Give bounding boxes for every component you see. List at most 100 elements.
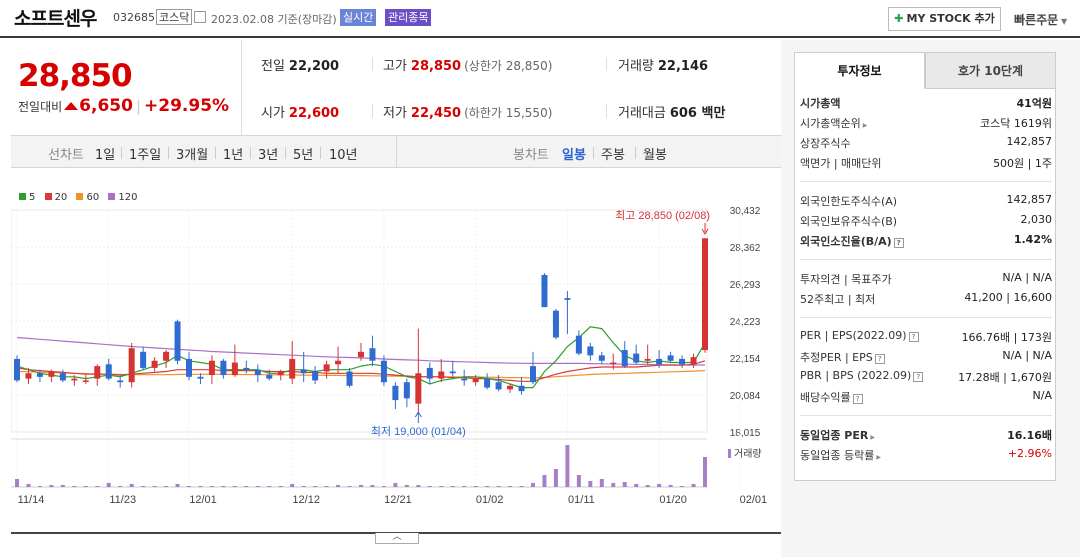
- help-icon[interactable]: ?: [893, 238, 904, 248]
- info-key: 시가총액: [800, 97, 841, 110]
- tab-investment-info[interactable]: 투자정보: [794, 52, 925, 89]
- divider: [606, 104, 607, 118]
- add-my-stock-label: MY STOCK 추가: [906, 12, 995, 25]
- info-row[interactable]: 동일업종 PER ▶ 16.16배: [800, 427, 1052, 447]
- volume-bar: [72, 486, 77, 487]
- volume-bar: [657, 484, 662, 487]
- stat-value: 606 백만: [669, 106, 726, 121]
- x-tick-label: 02/01: [740, 494, 768, 506]
- info-value: N/A | N/A: [1002, 349, 1052, 362]
- info-value: 17.28배 | 1,670원: [958, 371, 1052, 384]
- volume-bar: [599, 479, 604, 487]
- candle-up: [644, 358, 651, 361]
- add-my-stock-button[interactable]: ✚ MY STOCK 추가: [888, 7, 1001, 31]
- candle-up: [610, 362, 617, 365]
- stat-value: 22,600: [288, 106, 340, 121]
- divider: [250, 147, 251, 159]
- realtime-badge[interactable]: 실시간: [340, 9, 377, 26]
- help-icon[interactable]: ?: [874, 354, 885, 364]
- info-key-cell: 액면가 | 매매단위: [800, 155, 882, 171]
- y-tick-label: 24,223: [730, 317, 761, 328]
- volume-bar: [278, 486, 283, 487]
- stock-chart[interactable]: 5 20 60 120 30,432 28,362 26,293 24,223 22,1…: [11, 170, 781, 532]
- info-key-cell: 동일업종 PER ▶: [800, 427, 875, 443]
- stock-header: 소프트센우 032685 코스닥 2023.02.08 기준(장마감) 실시간 …: [0, 0, 1080, 38]
- period-1d[interactable]: 1일: [95, 148, 116, 163]
- price-change: 전일대비 6,650 | +29.95%: [18, 96, 229, 116]
- candle-down: [312, 371, 319, 381]
- volume-bar: [141, 486, 146, 487]
- collapse-chart-button[interactable]: ︿: [375, 533, 419, 544]
- stock-title[interactable]: 소프트센우: [14, 8, 97, 30]
- period-3y[interactable]: 3년: [258, 148, 279, 163]
- x-tick-label: 12/12: [292, 494, 320, 506]
- stock-code: 032685: [113, 11, 155, 24]
- info-value: 142,857: [1006, 135, 1053, 148]
- candle-monthly[interactable]: 월봉: [643, 148, 667, 163]
- stat-open: 시가 22,600: [261, 102, 339, 121]
- volume-bar: [106, 483, 111, 487]
- price-stats: 전일 22,200 고가 28,850 (상한가 28,850) 거래량 22,146 …: [241, 40, 781, 135]
- chart-period-bar: 선차트 1일 1주일 3개월 1년 3년 5년 10년 봉차트 일봉 주봉 월봉: [11, 135, 781, 168]
- info-row: 배당수익률? N/A: [800, 389, 1052, 409]
- candle-daily[interactable]: 일봉: [562, 148, 586, 163]
- info-key: 투자의견 | 목표주가: [800, 273, 892, 286]
- quick-order-button[interactable]: 빠른주문 ▼: [1014, 11, 1067, 28]
- volume-bar: [198, 486, 203, 487]
- candle-chart-label: 봉차트: [513, 148, 549, 163]
- caret-right-icon[interactable]: ▶: [870, 434, 875, 441]
- chart-canvas[interactable]: 30,432 28,362 26,293 24,223 22,154 20,084 18,0…: [11, 170, 781, 532]
- period-1y[interactable]: 1년: [223, 148, 244, 163]
- y-tick-label: 18,015: [730, 428, 761, 439]
- period-5y[interactable]: 5년: [293, 148, 314, 163]
- candle-up: [163, 351, 170, 361]
- info-key: 외국인한도주식수(A): [800, 195, 898, 208]
- period-10y[interactable]: 10년: [329, 148, 358, 163]
- tab-order-book[interactable]: 호가 10단계: [925, 52, 1056, 89]
- candle-down: [346, 371, 353, 386]
- volume-bar: [381, 486, 386, 487]
- caret-right-icon[interactable]: ▶: [876, 454, 881, 461]
- info-row[interactable]: 시가총액순위 ▶ 코스닥 1619위: [800, 115, 1052, 135]
- info-key: 동일업종 등락률: [800, 449, 875, 462]
- info-value: +2.96%: [1007, 447, 1052, 460]
- legend-swatch-ma5: [19, 193, 26, 200]
- candle-up: [82, 380, 89, 382]
- help-icon[interactable]: ?: [913, 372, 924, 382]
- volume-bar: [221, 486, 226, 487]
- info-key-cell: PER | EPS(2022.09)?: [800, 329, 919, 342]
- info-row: 외국인보유주식수(B) 2,030: [800, 213, 1052, 233]
- info-value: N/A | N/A: [1002, 271, 1052, 284]
- candle-up: [358, 351, 364, 358]
- period-1w[interactable]: 1주일: [129, 148, 162, 163]
- market-badge: 코스닥: [156, 9, 193, 25]
- chevron-down-icon: ▼: [1058, 17, 1068, 26]
- candle-up: [690, 357, 697, 365]
- period-3m[interactable]: 3개월: [176, 148, 209, 163]
- candle-down: [105, 364, 112, 379]
- volume-bar: [152, 486, 157, 487]
- info-row: 외국인한도주식수(A) 142,857: [800, 193, 1052, 213]
- stat-label: 거래대금: [618, 106, 666, 121]
- candle-up: [415, 373, 422, 404]
- candle-up: [208, 360, 215, 376]
- volume-bar: [164, 486, 169, 487]
- volume-bar: [118, 486, 123, 487]
- volume-bar: [290, 484, 295, 487]
- info-row: 액면가 | 매매단위 500원 | 1주: [800, 155, 1052, 175]
- help-icon[interactable]: ?: [908, 332, 919, 342]
- info-key-cell: 52주최고 | 최저: [800, 291, 875, 307]
- help-icon[interactable]: ?: [852, 394, 863, 404]
- candle-down: [679, 358, 686, 365]
- candle-down: [484, 378, 491, 388]
- volume-bar: [255, 486, 260, 487]
- stat-label: 저가: [383, 106, 407, 121]
- volume-bar: [244, 486, 249, 487]
- candle-down: [598, 355, 605, 361]
- info-row[interactable]: 동일업종 등락률 ▶ +2.96%: [800, 447, 1052, 467]
- caret-right-icon[interactable]: ▶: [862, 122, 868, 129]
- candle-down: [518, 385, 525, 392]
- volume-bar: [267, 486, 272, 487]
- info-key: 외국인소진율(B/A): [800, 235, 892, 248]
- candle-weekly[interactable]: 주봉: [601, 148, 625, 163]
